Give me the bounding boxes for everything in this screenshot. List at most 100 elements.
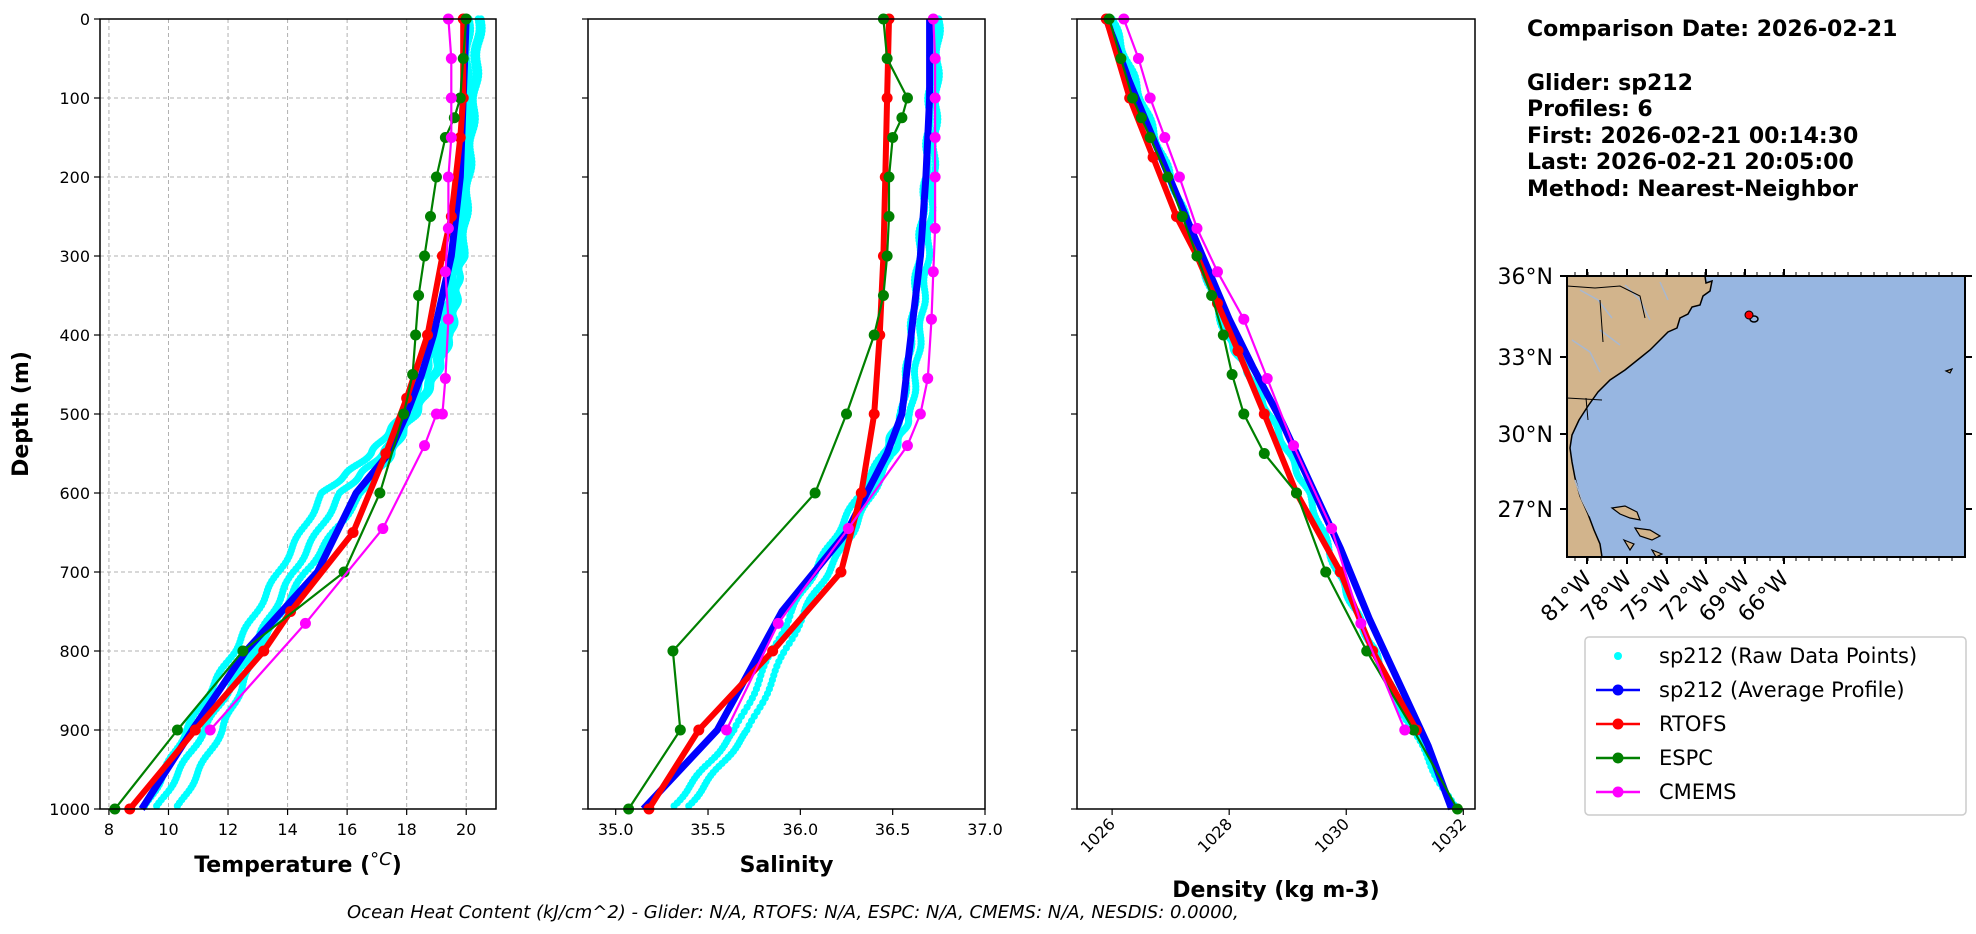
data-point-espc [410,329,422,341]
data-point-cmems [925,313,937,325]
salinity-series [623,13,944,815]
map-lat-label: 27°N [1498,498,1553,523]
legend-item: RTOFS [1596,712,1726,736]
y-tick-label: 200 [59,168,90,187]
data-point-cmems [430,408,442,420]
data-point-cmems [929,171,941,183]
raw-data-point [685,802,693,810]
legend-item: ESPC [1596,746,1713,770]
data-point-cmems [927,266,939,278]
data-point-rtofs [881,92,893,104]
y-tick-label: 100 [59,89,90,108]
series-cmems [720,13,941,736]
data-point-espc [398,408,410,420]
depth-axis-label: Depth (m) [9,351,34,477]
info-last: Last: 2026-02-21 20:05:00 [1527,150,1854,175]
x-tick-label: 1030 [1311,814,1353,856]
map-frame [1566,275,1966,558]
data-point-cmems [299,617,311,629]
data-point-rtofs [1232,345,1244,357]
data-point-espc [887,132,899,143]
data-point-cmems [1144,92,1156,104]
map-islands [1610,367,1954,558]
data-point-cmems [1261,372,1273,384]
density-panel: 1026 1028 1030 1032 Density (kg m-3) [1071,13,1476,903]
axis-label-text: Temperature ( [194,853,370,878]
data-point-cmems [1132,53,1144,64]
data-point-cmems [842,523,854,535]
map-land [1566,275,1713,558]
x-tick-label: 35.0 [598,820,634,839]
data-point-cmems [922,372,934,384]
data-point-cmems [901,440,913,452]
legend-label: ESPC [1659,746,1713,770]
data-point-rtofs [868,408,880,420]
series-line-sp212-average-profile [640,19,934,812]
data-point-cmems [1191,222,1203,234]
legend-items: sp212 (Raw Data Points) sp212 (Average Pr… [1596,644,1917,804]
x-tick-label: 1032 [1428,814,1470,856]
data-point-cmems [1288,440,1300,452]
info-glider: Glider: sp212 [1527,71,1693,96]
data-point-espc [1258,448,1270,459]
legend-swatch-marker [1612,752,1624,764]
data-point-espc [1162,171,1174,183]
location-map: 36°N33°N30°N27°N81°W78°W75°W72°W69°W66°W [1498,265,1972,627]
data-point-espc [841,408,853,420]
data-point-cmems [929,53,941,64]
y-tick-label: 400 [59,326,90,345]
data-point-espc [809,487,821,499]
info-comparison-date: Comparison Date: 2026-02-21 [1527,17,1897,42]
temperature-series [109,13,486,815]
y-tick-label: 800 [59,642,90,661]
data-point-espc [1135,112,1147,124]
data-point-cmems [1238,313,1250,325]
series-espc [623,13,913,815]
data-point-espc [1144,132,1156,143]
density-series [1100,13,1463,815]
data-point-espc [407,369,419,380]
info-profiles: Profiles: 6 [1527,97,1653,122]
y-tick-label: 0 [80,10,90,29]
footer-ocean-heat-content: Ocean Heat Content (kJ/cm^2) - Glider: N… [347,902,1239,923]
map-lat-label: 33°N [1498,346,1553,371]
x-tick-label: 14 [277,820,297,839]
data-point-cmems [445,53,457,64]
x-tick-label: 16 [337,820,357,839]
y-tick-label: 900 [59,721,90,740]
series-line-cmems [725,18,937,731]
x-tick-label: 20 [456,820,476,839]
data-point-cmems [442,222,454,234]
data-point-cmems [1173,171,1185,183]
x-tick-label: 1026 [1077,814,1119,856]
series-sp212-average-profile [640,19,934,812]
data-point-espc [901,92,913,104]
data-point-espc [1226,369,1238,380]
data-point-cmems [772,617,784,629]
axis-label-close: ) [392,853,402,878]
info-first: First: 2026-02-21 00:14:30 [1527,124,1858,149]
legend-item: CMEMS [1596,780,1737,804]
x-tick-label: 35.5 [690,820,726,839]
legend: sp212 (Raw Data Points) sp212 (Average Pr… [1584,636,1967,816]
data-point-espc [454,92,466,104]
data-point-espc [896,112,908,124]
data-point-espc [1320,566,1332,578]
data-point-espc [237,645,249,657]
data-point-cmems [1159,132,1171,143]
data-point-espc [338,566,350,578]
data-point-espc [883,211,895,222]
data-point-espc [430,171,442,183]
data-point-rtofs [1147,151,1159,163]
raw-data-point [153,802,161,810]
data-point-espc [1115,53,1127,64]
data-point-cmems [720,724,732,736]
data-point-espc [877,290,889,301]
salinity-axis-label: Salinity [740,853,834,878]
data-point-espc [881,250,893,262]
y-tick-label: 1000 [49,800,90,819]
data-point-cmems [439,372,451,384]
data-point-rtofs [767,645,779,657]
axis-label-unit: °C [370,849,392,870]
legend-swatch [1614,652,1622,660]
